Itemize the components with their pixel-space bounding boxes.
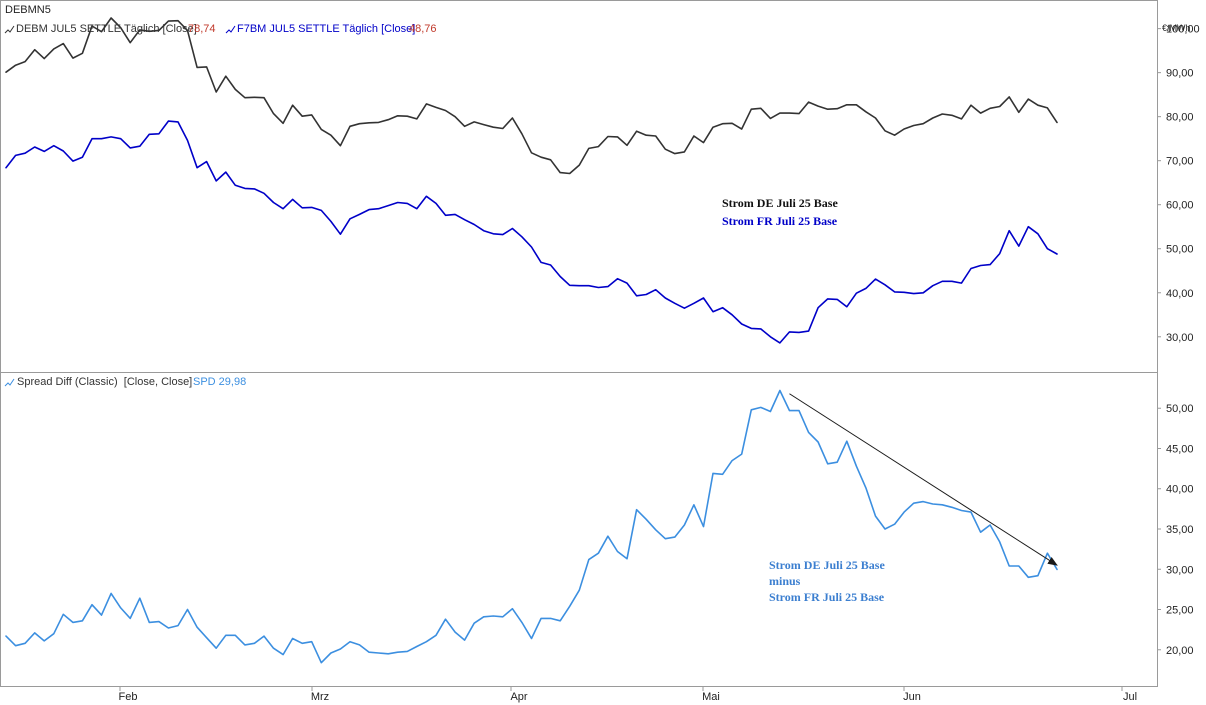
y-tick-label: 80,00 xyxy=(1166,112,1194,124)
y-tick-label: 25,00 xyxy=(1166,605,1194,617)
top-y-axis: 100,00 90,00 80,00 70,00 60,00 50,00 40,00 30,0… xyxy=(1157,24,1200,344)
line-chart-icon xyxy=(225,25,236,34)
y-tick-label: 30,00 xyxy=(1166,564,1194,576)
x-tick-label: Mrz xyxy=(311,691,329,703)
bottom-series-layer xyxy=(5,389,1058,664)
y-tick-label: 50,00 xyxy=(1166,244,1194,256)
top-legend: DEBM JUL5 SETTLE Täglich [Close] 78,74 F… xyxy=(4,23,437,35)
legend-fr-label: F7BM JUL5 SETTLE Täglich [Close] xyxy=(237,23,415,35)
x-tick-label: Mai xyxy=(702,691,720,703)
line-chart-icon xyxy=(4,25,15,34)
annotation-fr: Strom FR Juli 25 Base xyxy=(722,214,838,228)
legend-de-value: 78,74 xyxy=(188,23,216,35)
y-tick-label: 50,00 xyxy=(1166,403,1194,415)
spread-series-line xyxy=(5,389,1058,664)
x-tick-label: Feb xyxy=(119,691,138,703)
y-tick-label: 20,00 xyxy=(1166,645,1194,657)
annotation-spread-line3: Strom FR Juli 25 Base xyxy=(769,590,885,604)
legend-fr-value: 48,76 xyxy=(409,23,437,35)
top-series-layer xyxy=(5,17,1058,344)
x-axis: Feb Mrz Apr Mai Jun Jul xyxy=(119,686,1137,703)
y-tick-label: 35,00 xyxy=(1166,524,1194,536)
trend-layer xyxy=(789,393,1058,566)
annotation-de: Strom DE Juli 25 Base xyxy=(722,196,838,210)
legend-de-label: DEBM JUL5 SETTLE Täglich [Close] xyxy=(16,23,197,35)
legend-spread-value: SPD 29,98 xyxy=(193,376,246,388)
x-tick-label: Jul xyxy=(1123,691,1137,703)
y-tick-label: 100,00 xyxy=(1166,24,1200,36)
x-tick-label: Jun xyxy=(903,691,921,703)
y-tick-label: 90,00 xyxy=(1166,68,1194,80)
chart-frame xyxy=(0,0,1158,687)
bottom-y-axis: 50,00 45,00 40,00 35,00 30,00 25,00 20,00 xyxy=(1157,403,1194,657)
annotation-spread-line1: Strom DE Juli 25 Base xyxy=(769,558,885,572)
y-tick-label: 40,00 xyxy=(1166,484,1194,496)
y-tick-label: 40,00 xyxy=(1166,288,1194,300)
annotation-spread-line2: minus xyxy=(769,574,801,588)
fr-series-line xyxy=(5,120,1058,344)
bottom-legend: Spread Diff (Classic) [Close, Close] SPD… xyxy=(4,376,246,388)
line-chart-icon xyxy=(4,378,15,387)
y-tick-label: 45,00 xyxy=(1166,443,1194,455)
x-tick-label: Apr xyxy=(510,691,527,703)
y-tick-label: 30,00 xyxy=(1166,332,1194,344)
de-series-line xyxy=(5,17,1058,175)
y-tick-label: 70,00 xyxy=(1166,156,1194,168)
trend-arrow xyxy=(789,393,1058,566)
y-tick-label: 60,00 xyxy=(1166,200,1194,212)
legend-spread-label: Spread Diff (Classic) [Close, Close] xyxy=(17,376,192,388)
symbol-label: DEBMN5 xyxy=(5,4,51,16)
unit-label: €/MWh xyxy=(1162,23,1191,33)
